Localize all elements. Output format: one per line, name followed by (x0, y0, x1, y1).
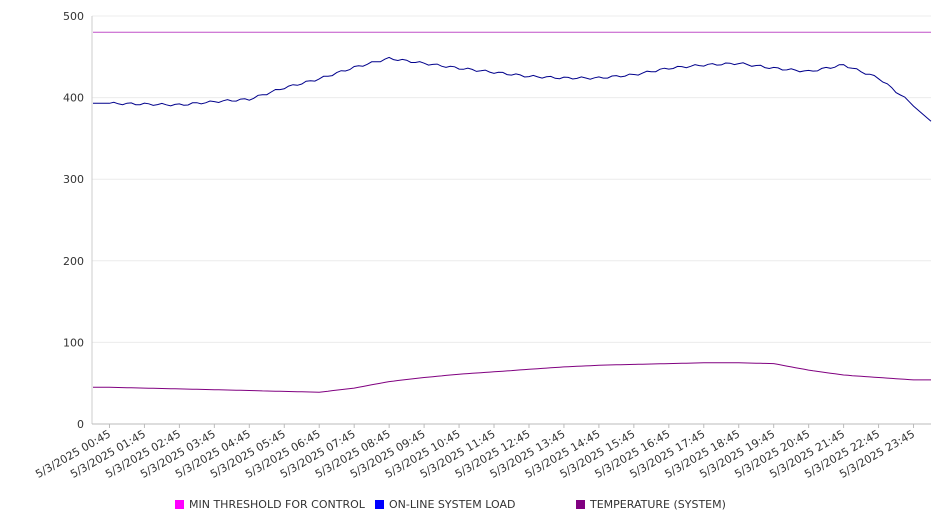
legend-label: TEMPERATURE (SYSTEM) (590, 498, 726, 511)
series-line-2 (93, 56, 932, 122)
y-tick-label: 0 (77, 418, 84, 431)
y-tick-label: 400 (63, 92, 84, 105)
x-tick-labels: 5/3/2025 00:455/3/2025 01:455/3/2025 02:… (33, 427, 917, 481)
legend-item[interactable]: TEMPERATURE (SYSTEM) (576, 498, 726, 511)
legend-label: ON-LINE SYSTEM LOAD (389, 498, 516, 511)
series-line-3 (93, 362, 931, 393)
y-tick-label: 200 (63, 255, 84, 268)
legend: MIN THRESHOLD FOR CONTROL ON-LINE SYSTEM … (0, 496, 946, 516)
legend-swatch (175, 500, 184, 509)
axes (91, 16, 931, 428)
y-tick-label: 100 (63, 336, 84, 349)
y-tick-labels: 0 100 200 300 400 500 (63, 10, 84, 431)
y-tick-label: 300 (63, 173, 84, 186)
y-tick-label: 500 (63, 10, 84, 23)
gridlines (92, 15, 931, 343)
series-lines (93, 31, 932, 393)
legend-swatch (576, 500, 585, 509)
legend-label: MIN THRESHOLD FOR CONTROL (189, 498, 365, 511)
legend-item[interactable]: MIN THRESHOLD FOR CONTROL (175, 498, 365, 511)
legend-item[interactable]: ON-LINE SYSTEM LOAD (375, 498, 515, 511)
legend-swatch (375, 500, 384, 509)
